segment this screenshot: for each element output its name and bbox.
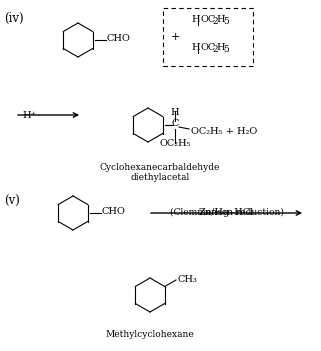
Text: OC₂H₅: OC₂H₅ [159,139,191,148]
Bar [163,8,253,66]
Text: (v): (v) [4,195,20,208]
Text: OC: OC [201,44,216,53]
Text: OC₂H₅ + H₂O: OC₂H₅ + H₂O [191,126,257,135]
Text: CHO: CHO [107,34,131,43]
Text: +: + [170,32,180,42]
Text: Methylcyclohexane: Methylcyclohexane [106,330,195,339]
Text: 2: 2 [213,17,218,26]
Text: H: H [171,108,179,117]
Text: CHO: CHO [102,207,126,216]
Text: 5: 5 [223,45,230,54]
Text: Zn/Hg–HCl: Zn/Hg–HCl [199,208,254,217]
Text: Cyclohexanecarbaldehyde: Cyclohexanecarbaldehyde [100,163,220,172]
Text: CH₃: CH₃ [178,274,198,284]
Text: H⁺: H⁺ [22,111,36,120]
Text: (iv): (iv) [4,12,24,25]
Text: OC: OC [201,15,216,25]
Text: H: H [216,15,225,25]
Text: H: H [191,15,200,25]
Text: C: C [171,119,179,128]
Text: 2: 2 [213,45,218,54]
Text: (Clemmensen reduction): (Clemmensen reduction) [169,208,283,217]
Text: H: H [216,44,225,53]
Text: 5: 5 [223,17,230,26]
Text: H: H [191,44,200,53]
Text: diethylacetal: diethylacetal [130,173,190,182]
